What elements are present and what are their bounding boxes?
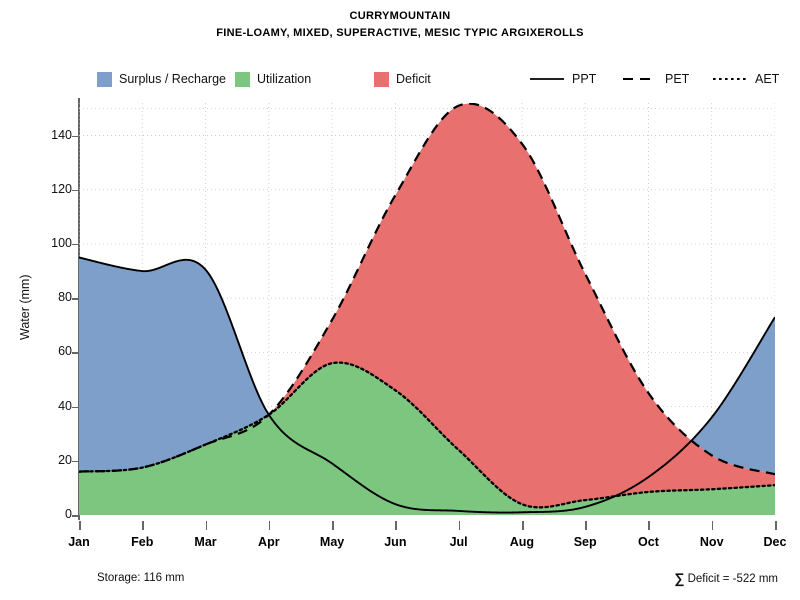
dashed-line-icon [622, 72, 658, 86]
x-axis-tick-mark [521, 521, 524, 530]
x-axis-tick-mark [648, 521, 651, 530]
y-axis-tick-label: 20 [58, 452, 72, 467]
square-swatch-icon [235, 71, 250, 87]
x-axis-tick-mark [79, 521, 81, 530]
legend-item-utilization[interactable]: Utilization [235, 68, 311, 90]
x-axis-tick-label: Aug [509, 535, 535, 549]
y-axis-tick-mark [72, 135, 78, 138]
y-axis-tick-label: 60 [58, 344, 72, 359]
y-axis-tick-label: 0 [65, 507, 72, 521]
x-axis-tick-label: Sep [573, 535, 597, 549]
y-axis-tick-label: 40 [58, 398, 72, 413]
y-axis-tick-mark [72, 298, 78, 300]
page-title: CURRYMOUNTAIN [349, 10, 451, 22]
legend-label-utilization: Utilization [257, 72, 312, 86]
y-axis-tick-mark [72, 406, 78, 409]
area-utilization [79, 362, 775, 515]
area-deficit [269, 103, 775, 508]
solid-line-icon [529, 72, 565, 86]
x-axis-tick-label: Apr [258, 535, 280, 549]
x-axis-tick-label: Feb [131, 535, 154, 549]
x-axis-tick-label: Jun [384, 535, 407, 549]
legend-item-deficit[interactable]: Deficit [374, 68, 431, 90]
chart-legend: Surplus / Recharge Utilization Deficit P… [79, 68, 779, 90]
y-axis-tick-mark [72, 515, 78, 517]
legend-item-ppt[interactable]: PPT [529, 68, 596, 90]
series-line-ppt [79, 256, 775, 514]
x-axis-tick-mark [268, 521, 271, 530]
x-axis-tick-mark [711, 521, 714, 530]
plot-area [79, 103, 775, 515]
y-axis-tick-mark [72, 243, 78, 246]
x-axis-tick-label: Mar [194, 535, 217, 549]
legend-label-surplus: Surplus / Recharge [119, 72, 227, 86]
plot-canvas [79, 103, 775, 515]
x-axis-tick-label: Jul [449, 535, 468, 549]
x-axis-tick-mark [458, 521, 461, 530]
legend-item-aet[interactable]: AET [712, 68, 779, 90]
square-swatch-icon [374, 71, 389, 87]
legend-item-pet[interactable]: PET [622, 68, 689, 90]
x-axis-tick-mark [332, 521, 334, 530]
y-axis-line [78, 98, 80, 520]
chart-title-block: CURRYMOUNTAIN FINE-LOAMY, MIXED, SUPERAC… [0, 8, 800, 42]
x-axis-tick-mark [585, 521, 587, 530]
x-axis-tick-label: Oct [638, 535, 659, 549]
legend-label-aet: AET [755, 72, 780, 86]
sigma-icon: ∑ [674, 570, 685, 586]
x-axis-tick-label: Nov [699, 535, 724, 549]
legend-label-pet: PET [665, 72, 690, 86]
storage-annotation: Storage: 116 mm [97, 572, 185, 584]
y-axis-tick-label: 100 [51, 235, 72, 250]
deficit-annotation: ∑ Deficit = -522 mm [674, 570, 778, 586]
y-axis-tick-mark [72, 460, 78, 463]
y-axis-tick-label: 80 [58, 290, 72, 305]
series-line-pet [79, 103, 775, 476]
x-axis-tick-mark [205, 521, 208, 530]
deficit-annotation-text: Deficit = -522 mm [684, 573, 778, 585]
x-axis-tick-mark [775, 521, 777, 530]
y-axis-tick-label: 120 [51, 181, 72, 196]
x-axis-tick-label: May [319, 535, 345, 549]
y-axis-tick-mark [72, 189, 78, 192]
legend-label-deficit: Deficit [396, 72, 431, 86]
x-axis-tick-label: Jan [68, 535, 90, 549]
legend-item-surplus[interactable]: Surplus / Recharge [97, 68, 226, 90]
x-axis-tick-mark [142, 521, 144, 530]
y-axis-tick-mark [72, 352, 78, 354]
y-axis-tick-label: 140 [51, 127, 72, 142]
x-axis-tick-label: Dec [763, 535, 787, 549]
page-subtitle: FINE-LOAMY, MIXED, SUPERACTIVE, MESIC TY… [216, 27, 584, 39]
x-axis-tick-mark [395, 521, 397, 530]
dotted-line-icon [712, 72, 748, 86]
square-swatch-icon [97, 71, 112, 87]
y-axis-label: Water (mm) [18, 274, 32, 341]
legend-label-ppt: PPT [572, 72, 597, 86]
area-surplus-recharge [79, 257, 775, 475]
